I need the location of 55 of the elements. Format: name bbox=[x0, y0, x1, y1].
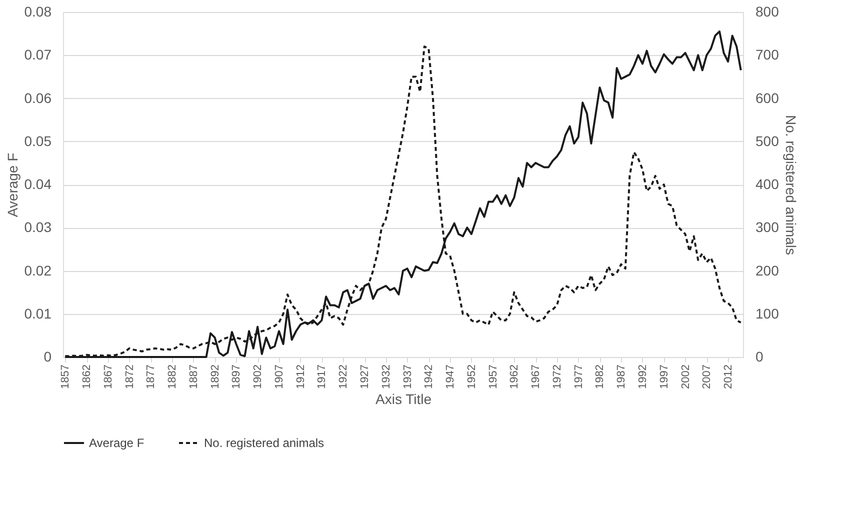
x-tick-label: 2007 bbox=[701, 364, 714, 389]
x-tick-label: 1872 bbox=[124, 364, 136, 389]
x-tick-label: 1977 bbox=[572, 364, 585, 389]
y-axis-title: Average F bbox=[4, 152, 20, 218]
x-tick-label: 1982 bbox=[594, 364, 606, 389]
x-tick-label: 1857 bbox=[60, 364, 72, 389]
x-tick-label: 1937 bbox=[402, 364, 414, 389]
legend-label: Average F bbox=[89, 436, 144, 450]
y2-tick-label: 800 bbox=[756, 4, 780, 20]
y-tick-label: 0 bbox=[44, 348, 52, 364]
x-axis-title: Axis Title bbox=[375, 390, 432, 407]
y-tick-label: 0.06 bbox=[24, 90, 52, 106]
x-tick-label: 2012 bbox=[722, 364, 735, 389]
x-tick-label: 1952 bbox=[466, 364, 478, 389]
x-tick-label: 1922 bbox=[338, 364, 350, 389]
x-tick-label: 1862 bbox=[81, 364, 94, 389]
x-tick-label: 1947 bbox=[444, 364, 457, 389]
x-tick-label: 1887 bbox=[188, 364, 200, 389]
x-tick-label: 1962 bbox=[508, 364, 521, 389]
x-tick-label: 1912 bbox=[294, 364, 307, 389]
y2-axis-title: No. registered animals bbox=[782, 114, 799, 256]
x-tick-label: 1997 bbox=[658, 364, 670, 389]
y-tick-label: 0.01 bbox=[24, 305, 52, 322]
x-tick-label: 1972 bbox=[551, 364, 564, 389]
x-tick-label: 1902 bbox=[252, 364, 264, 389]
x-tick-label: 1877 bbox=[145, 364, 158, 389]
x-tick-label: 1927 bbox=[359, 364, 372, 389]
x-tick-label: 1967 bbox=[530, 364, 542, 389]
y-tick-label: 0.08 bbox=[24, 4, 52, 20]
x-tick-label: 1907 bbox=[273, 364, 286, 389]
y2-tick-label: 700 bbox=[756, 46, 780, 63]
x-tick-label: 1957 bbox=[487, 364, 500, 389]
y2-tick-label: 400 bbox=[756, 176, 780, 192]
x-tick-label: 1882 bbox=[166, 364, 179, 389]
y2-tick-label: 300 bbox=[756, 219, 780, 236]
y2-tick-label: 200 bbox=[756, 262, 780, 278]
y-tick-label: 0.03 bbox=[24, 219, 52, 236]
y-tick-label: 0.02 bbox=[24, 262, 52, 278]
x-tick-label: 1942 bbox=[423, 364, 436, 389]
x-tick-label: 1987 bbox=[616, 364, 628, 389]
y2-tick-label: 600 bbox=[756, 90, 780, 106]
x-tick-label: 1917 bbox=[316, 364, 328, 389]
x-tick-label: 1867 bbox=[102, 364, 114, 389]
y-tick-label: 0.04 bbox=[24, 176, 52, 192]
y2-tick-label: 100 bbox=[756, 305, 780, 322]
legend-label: No. registered animals bbox=[204, 436, 324, 450]
y2-tick-label: 500 bbox=[756, 132, 780, 149]
y-tick-label: 0.07 bbox=[24, 46, 52, 63]
x-tick-label: 1992 bbox=[636, 364, 649, 389]
x-tick-label: 1897 bbox=[230, 364, 243, 389]
x-tick-label: 2002 bbox=[680, 364, 692, 389]
x-tick-label: 1932 bbox=[380, 364, 392, 389]
x-tick-label: 1892 bbox=[209, 364, 222, 389]
y-tick-label: 0.05 bbox=[24, 132, 52, 149]
y2-tick-label: 0 bbox=[756, 348, 764, 364]
